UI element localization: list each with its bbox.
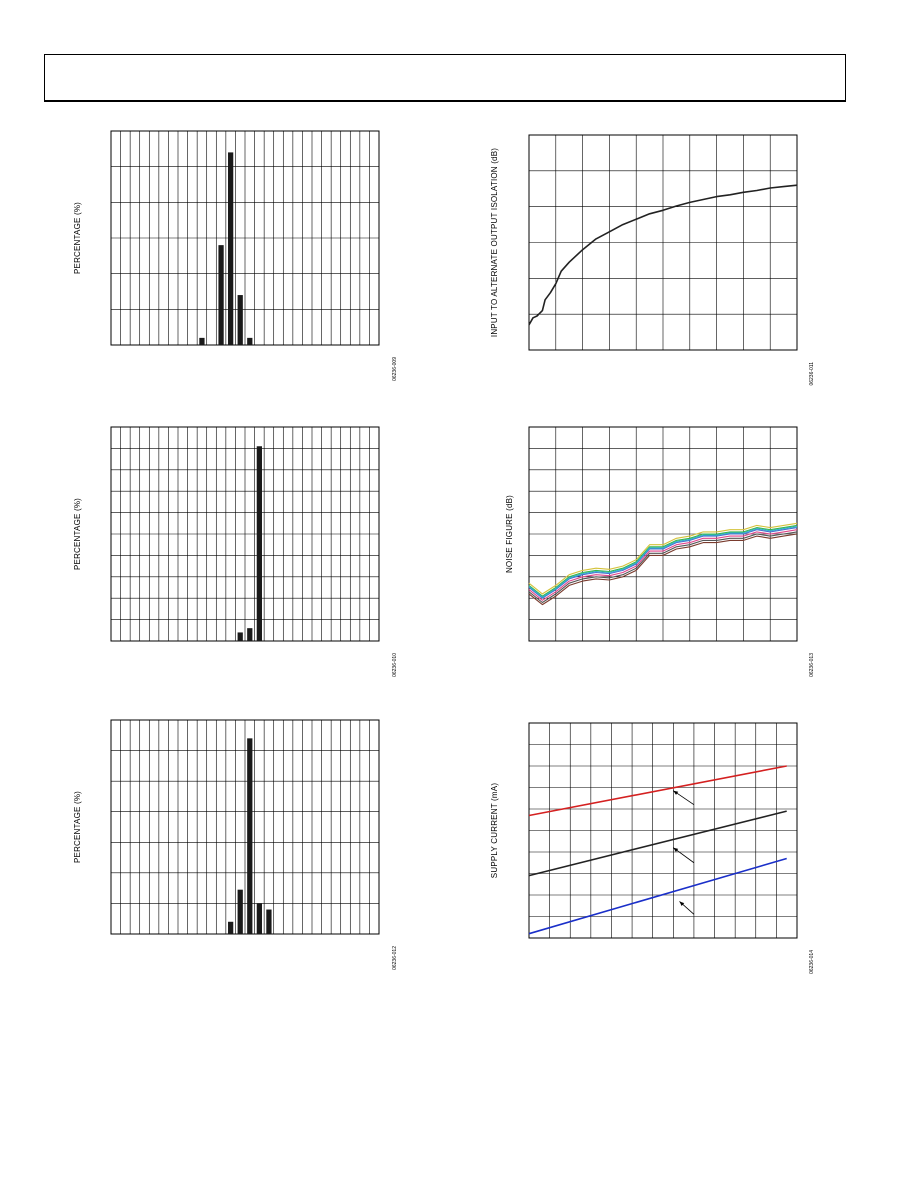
histogram-bar [228, 152, 234, 345]
histogram-bar [218, 245, 224, 345]
histogram-bar [247, 738, 253, 934]
histogram-bar [228, 921, 234, 934]
y-axis-label: PERCENTAGE (%) [73, 498, 82, 570]
histogram-bar [237, 295, 243, 345]
plot-frame [110, 130, 380, 346]
annotation-arrowhead [679, 901, 685, 906]
plot-frame [110, 426, 380, 642]
series-line [528, 525, 798, 598]
histogram-bar [199, 337, 205, 345]
y-axis-label: PERCENTAGE (%) [73, 202, 82, 274]
histogram-bar [247, 628, 253, 641]
histogram-bar [256, 903, 262, 934]
y-axis-label: SUPPLY CURRENT (mA) [490, 783, 499, 879]
y-axis-label: INPUT TO ALTERNATE OUTPUT ISOLATION (dB) [490, 148, 499, 337]
page-header-box [44, 54, 846, 102]
histogram-bar [256, 446, 262, 641]
histogram-bar [247, 337, 253, 345]
series-line [528, 522, 798, 595]
plot-frame [110, 719, 380, 935]
annotation-arrowhead [673, 847, 679, 852]
series-line [528, 531, 798, 604]
series-line [528, 810, 787, 877]
figure-id: 06236-011 [809, 362, 815, 386]
series-line [528, 857, 787, 935]
series-line [528, 524, 798, 597]
series-line [528, 765, 787, 817]
y-axis-label: NOISE FIGURE (dB) [505, 495, 514, 573]
y-axis-label: PERCENTAGE (%) [73, 791, 82, 863]
figure-id: 06236-014 [809, 950, 815, 974]
figure-id: 06236-010 [392, 653, 398, 677]
figure-id: 06236-009 [392, 357, 398, 381]
histogram-bar [237, 889, 243, 934]
histogram-bar [266, 909, 272, 934]
series-line [528, 527, 798, 599]
series-line [528, 184, 798, 326]
plot-frame [528, 722, 798, 939]
annotation-arrowhead [673, 790, 679, 795]
series-line [528, 529, 798, 601]
figure-id: 06236-013 [809, 653, 815, 677]
histogram-bar [237, 632, 243, 641]
figure-id: 06236-012 [392, 946, 398, 970]
plot-frame [528, 134, 798, 351]
series-line [528, 533, 798, 606]
